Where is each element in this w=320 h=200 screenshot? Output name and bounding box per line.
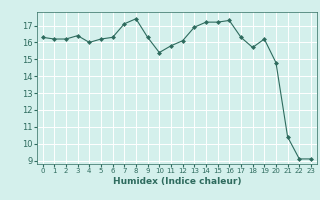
X-axis label: Humidex (Indice chaleur): Humidex (Indice chaleur): [113, 177, 241, 186]
